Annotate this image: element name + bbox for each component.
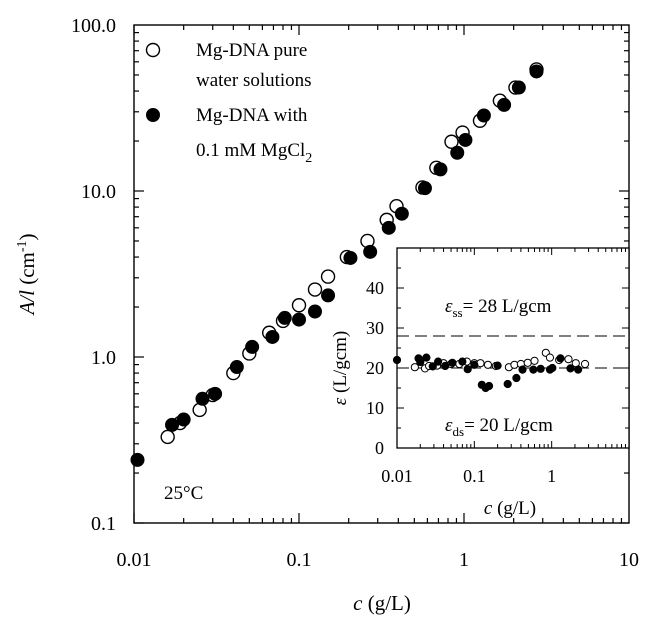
- inset-data-points: [392, 348, 590, 393]
- inset-y-tick-label: 10: [366, 398, 384, 418]
- filled-data-point: [176, 412, 191, 427]
- filled-data-point: [394, 206, 409, 221]
- open-data-point: [291, 298, 307, 313]
- inset-open-data-point: [545, 353, 555, 362]
- inset-filled-data-point: [416, 357, 425, 367]
- filled-data-point: [476, 108, 491, 123]
- filled-data-point: [307, 304, 322, 319]
- inset-y-axis-label: ε (L/gcm): [330, 331, 351, 406]
- inset-open-data-point: [410, 363, 419, 372]
- legend-open-marker: [145, 42, 161, 58]
- filled-data-point: [245, 339, 260, 354]
- x-tick-label: 0.1: [287, 549, 312, 571]
- inset-y-tick-label: 30: [366, 318, 384, 338]
- inset-ds-label: εds= 20 L/gcm: [445, 415, 553, 439]
- inset-filled-data-point: [470, 360, 479, 369]
- inset-filled-data-point: [434, 357, 443, 366]
- x-tick-label: 1: [459, 549, 469, 571]
- inset-filled-data-point: [518, 365, 527, 374]
- filled-data-point: [511, 80, 526, 95]
- inset-open-data-point: [523, 358, 532, 367]
- filled-data-point: [277, 310, 292, 325]
- legend-filled-line1: Mg-DNA with: [196, 105, 308, 126]
- inset-filled-data-point: [548, 363, 557, 373]
- inset-open-data-point: [530, 356, 539, 365]
- inset-filled-data-point: [493, 361, 502, 370]
- inset-background: [397, 248, 629, 448]
- inset-y-tick-label: 20: [366, 358, 384, 378]
- legend-filled-marker: [146, 108, 160, 122]
- legend-filled-line2: 0.1 mM MgCl2: [196, 140, 312, 166]
- open-data-point: [160, 429, 175, 445]
- filled-data-point: [292, 312, 306, 327]
- filled-data-point: [450, 145, 465, 160]
- filled-data-point: [165, 417, 180, 432]
- y-tick-label: 10.0: [81, 181, 116, 203]
- temperature-annotation: 25°C: [164, 483, 203, 504]
- filled-data-point: [433, 162, 448, 177]
- x-tick-label: 10: [619, 549, 639, 571]
- y-axis-label: A/l (cm-1): [15, 233, 39, 316]
- inset-filled-data-point: [458, 357, 467, 366]
- legend-open-line2: water solutions: [196, 70, 312, 91]
- filled-data-point: [497, 97, 512, 112]
- inset-filled-data-point: [484, 381, 494, 391]
- inset-open-data-point: [580, 359, 590, 369]
- inset-filled-data-point: [566, 364, 575, 373]
- inset-filled-data-point: [574, 365, 583, 374]
- y-tick-label: 100.0: [71, 15, 116, 37]
- inset-x-tick-label: 0.1: [463, 466, 486, 486]
- inset-filled-data-point: [392, 355, 402, 365]
- inset-filled-data-point: [422, 353, 431, 362]
- inset-x-tick-label: 0.01: [381, 466, 413, 486]
- y-tick-label: 0.1: [91, 513, 116, 535]
- inset-filled-data-point: [428, 362, 437, 371]
- inset-filled-data-point: [529, 365, 538, 374]
- inset-open-data-point: [483, 360, 493, 369]
- legend: Mg-DNA pure water solutions Mg-DNA with …: [145, 40, 312, 166]
- inset-filled-data-point: [463, 365, 472, 374]
- inset-filled-data-point: [441, 361, 450, 371]
- inset-y-tick-label: 0: [375, 438, 384, 458]
- filled-data-point: [195, 391, 210, 406]
- filled-data-point: [321, 288, 336, 303]
- inset-x-axis-label: c (g/L): [484, 498, 536, 519]
- inset-filled-data-point: [536, 364, 545, 373]
- inset-filled-data-point: [556, 354, 565, 363]
- y-tick-label: 1.0: [91, 347, 116, 369]
- inset-filled-data-point: [503, 379, 512, 389]
- filled-data-point: [458, 132, 473, 147]
- inset-open-data-point: [564, 355, 573, 364]
- filled-data-point: [417, 181, 432, 196]
- x-tick-label: 0.01: [117, 549, 152, 571]
- filled-data-point: [265, 329, 280, 344]
- filled-data-point: [229, 360, 244, 375]
- open-data-point: [307, 282, 323, 297]
- open-data-point: [444, 134, 459, 149]
- open-data-point: [320, 269, 336, 284]
- main-data-points: [130, 62, 544, 467]
- inset-y-tick-label: 40: [366, 278, 384, 298]
- legend-open-line1: Mg-DNA pure: [196, 40, 307, 61]
- filled-data-point: [363, 244, 378, 259]
- inset-x-tick-label: 1: [547, 466, 556, 486]
- x-axis-label: c (g/L): [353, 591, 411, 615]
- filled-data-point: [343, 250, 358, 265]
- inset-filled-data-point: [448, 358, 457, 367]
- inset-chart: εss= 28 L/gcm εds= 20 L/gcm ε (L/gcm) c …: [330, 247, 630, 519]
- filled-data-point: [208, 386, 223, 401]
- filled-data-point: [381, 220, 396, 235]
- filled-data-point: [529, 64, 544, 79]
- inset-filled-data-point: [512, 373, 521, 383]
- filled-data-point: [130, 452, 145, 467]
- inset-ss-label: εss= 28 L/gcm: [445, 296, 552, 320]
